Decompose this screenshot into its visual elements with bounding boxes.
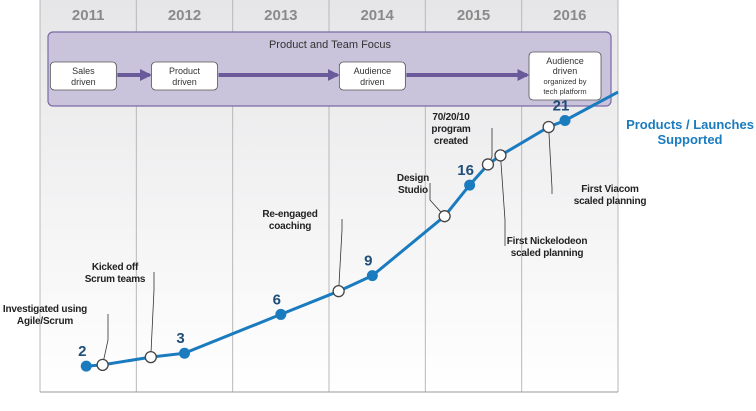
milestone-label: created [434,136,468,147]
year-label-2015: 2015 [457,7,490,24]
milestone-label: scaled planning [574,196,647,207]
focus-stage-text: driven [71,77,96,87]
callout-leader [102,314,109,365]
year-label-2016: 2016 [553,7,586,24]
milestone-label: scaled planning [511,248,584,259]
year-label-2014: 2014 [360,7,394,24]
data-label: 21 [553,98,570,115]
focus-stage-box [49,61,117,91]
milestone-label: coaching [269,221,311,232]
callout-leader [548,126,553,194]
data-point [464,179,476,191]
series-markers [80,115,571,372]
milestone-label: Kicked off [92,262,139,273]
year-label-2013: 2013 [264,7,297,24]
data-point [275,308,287,320]
milestone-marker [494,149,507,162]
year-label-2012: 2012 [168,7,201,24]
data-point [80,360,92,372]
milestone-label: Design [397,173,429,184]
focus-title: Product and Team Focus [269,39,392,51]
milestone-label: program [431,124,470,135]
milestone-label: Investigated using [3,304,87,315]
focus-stage-text: driven [360,77,385,87]
year-label-2011: 2011 [72,7,105,24]
data-point [179,347,190,359]
callout-leader [150,272,155,358]
focus-stage-text: Audience [546,56,584,66]
focus-stage-text: organized by [544,77,587,86]
milestone-marker [542,120,555,134]
milestone-marker [332,285,345,298]
series-label: Products / Launches Supported [626,117,754,147]
data-label: 9 [364,253,372,270]
focus-stage-text: Product [169,66,201,76]
focus-stage-text: Audience [354,66,392,76]
milestone-marker [96,358,109,372]
milestone-label: Agile/Scrum [17,316,73,327]
data-label: 2 [78,343,86,360]
data-point [559,115,571,126]
data-labels: 2 3 6 9 16 21 [78,98,569,361]
product-team-focus-panel: Product and Team FocusSalesdrivenProduct… [47,31,612,107]
focus-stage-text: driven [553,66,578,76]
data-label: 3 [176,330,184,347]
focus-stage-text: driven [172,77,197,87]
milestone-label: Studio [398,185,428,196]
milestone-marker [481,158,495,171]
milestone-marker [438,210,451,223]
milestone-label: Scrum teams [85,274,146,285]
focus-stage-text: Sales [72,66,95,76]
milestone-label: First Nickelodeon [507,236,588,247]
data-point [366,270,378,282]
milestone-label: Re-engaged [262,209,317,220]
focus-stage-text: tech platform [543,87,586,96]
callout-leader [338,219,343,292]
data-label: 6 [273,291,281,308]
milestone-marker [144,350,157,364]
callout-leader [429,183,445,217]
milestone-label: First Viacom [581,184,639,195]
milestone-label: 70/20/10 [432,112,470,123]
data-label: 16 [457,162,474,179]
callout-leader [500,155,506,246]
